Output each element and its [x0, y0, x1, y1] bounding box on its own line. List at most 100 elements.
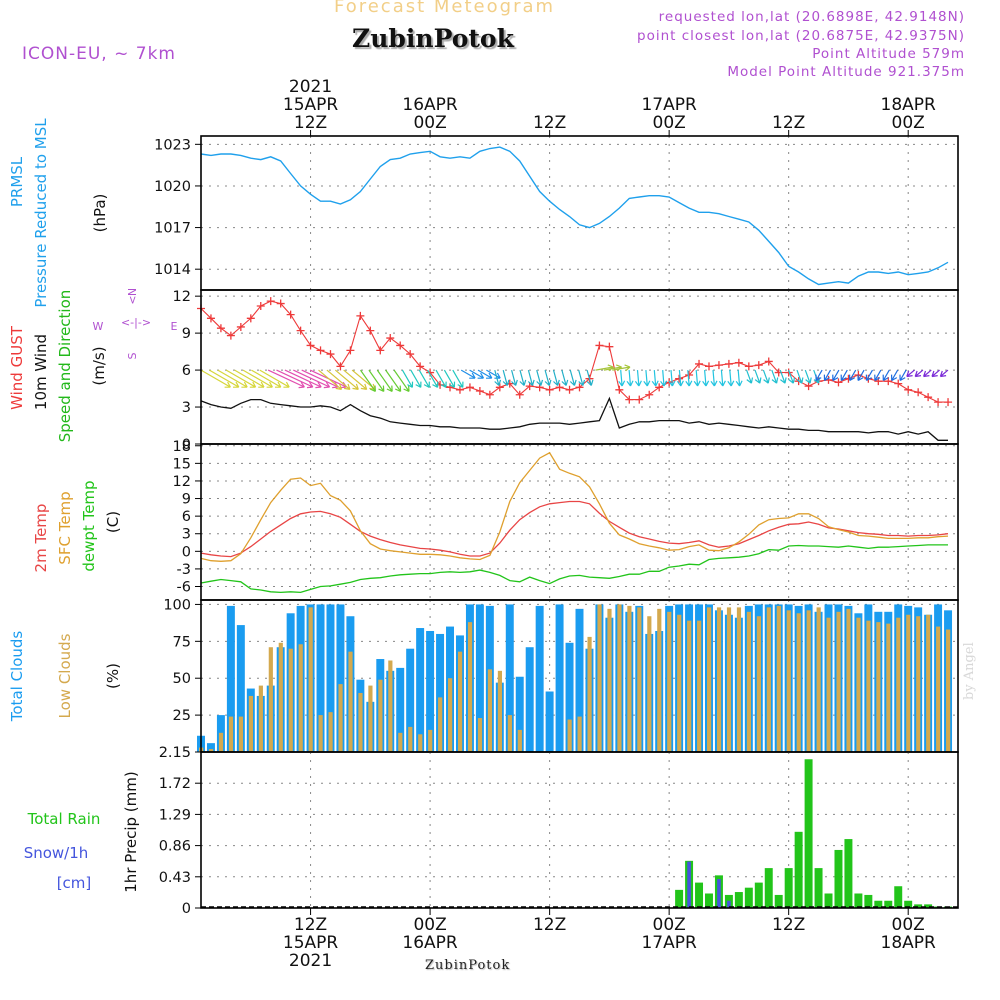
- wind-gust-marker: [784, 368, 793, 377]
- wind-gust-marker: [714, 361, 723, 370]
- temp-sfc-label: SFC Temp: [56, 491, 74, 564]
- low-clouds-bar: [607, 608, 612, 752]
- low-clouds-bar: [517, 729, 522, 752]
- snow-bar: [727, 900, 731, 908]
- top-time-label: 12Z: [772, 113, 805, 133]
- snow-bar: [717, 878, 721, 908]
- low-clouds-bar: [677, 614, 682, 752]
- wind-direction-arrow: [823, 369, 832, 382]
- low-clouds-bar: [936, 626, 941, 752]
- total-clouds-bar: [505, 604, 514, 752]
- total-clouds-label: Total Clouds: [8, 631, 26, 723]
- compass-w: W: [93, 320, 104, 333]
- pressure-line: [200, 146, 949, 286]
- low-clouds-bar: [706, 607, 712, 752]
- low-clouds-bar: [716, 607, 722, 752]
- wind-direction-arrow: [746, 369, 754, 384]
- wind-direction-arrow: [796, 369, 804, 384]
- wind-direction-arrow: [276, 369, 314, 389]
- rain-bar: [695, 882, 704, 908]
- wind-gust-marker: [864, 374, 873, 383]
- temperature-ytick-label: -3: [177, 562, 191, 578]
- compass-n-arrow: <: [126, 295, 139, 304]
- temperature-line-sfc-temp: [200, 451, 949, 562]
- total-clouds-bar: [426, 630, 435, 752]
- wind-gust-marker: [615, 385, 624, 394]
- wind-ytick-label: 3: [182, 400, 191, 416]
- low-clouds-bar: [318, 715, 323, 752]
- wind-direction-arrow: [217, 369, 248, 388]
- wind-direction-arrow: [519, 369, 527, 386]
- wind-direction-arrow: [685, 370, 693, 387]
- wind-direction-arrow: [443, 369, 456, 388]
- compass-e: E: [171, 320, 178, 333]
- low-clouds-bar: [746, 611, 752, 752]
- wind-direction-arrow: [660, 370, 668, 387]
- low-clouds-bar: [477, 718, 483, 752]
- wind-direction-arrow: [385, 369, 402, 392]
- wind-gust-marker: [296, 326, 305, 335]
- wind-direction-arrow: [865, 369, 874, 382]
- wind-gust-marker: [495, 383, 504, 392]
- low-clouds-bar: [467, 622, 473, 752]
- low-clouds-bar: [448, 678, 453, 752]
- low-clouds-bar: [856, 617, 861, 752]
- top-date-label: 18APR: [881, 95, 937, 115]
- wind-direction-arrow: [693, 370, 701, 387]
- low-clouds-bar: [278, 642, 283, 752]
- precipitation-ytick-label: 1.29: [159, 807, 191, 823]
- wind-gust-marker: [645, 390, 654, 399]
- low-clouds-bar: [926, 614, 931, 752]
- rain-bar: [924, 904, 933, 908]
- wind-direction-arrow: [771, 369, 779, 384]
- low-clouds-label: Low Clouds: [56, 633, 74, 718]
- total-clouds-bar: [396, 667, 405, 752]
- wind-gust-marker: [635, 395, 644, 404]
- temperature-frame: [200, 443, 959, 601]
- bottom-time-label: 00Z: [653, 915, 686, 935]
- total-clouds-bar: [555, 604, 564, 752]
- low-clouds-bar: [457, 651, 463, 752]
- low-clouds-bar: [487, 669, 493, 752]
- wind-direction-arrow: [376, 369, 393, 392]
- low-clouds-bar: [338, 684, 343, 752]
- wind-gust-marker: [326, 350, 335, 359]
- top-time-label: 12Z: [533, 113, 566, 133]
- wind-gust-marker: [754, 361, 763, 370]
- rain-bar: [734, 892, 743, 908]
- wind-gust-marker: [276, 299, 285, 308]
- temperature-line-dewpt-temp: [200, 544, 948, 594]
- temp-unit-label: (C): [104, 511, 122, 533]
- wind-direction-arrow: [393, 369, 410, 392]
- low-clouds-bar: [428, 729, 433, 752]
- wind-gust-marker: [316, 346, 325, 355]
- low-clouds-bar: [218, 732, 224, 752]
- wind-gust-marker: [515, 390, 524, 399]
- clouds-unit-label: (%): [104, 663, 122, 689]
- low-clouds-bar: [836, 611, 841, 752]
- wind-gust-marker: [256, 302, 265, 311]
- wind-10m-label: 10m Wind: [32, 334, 50, 410]
- wind-grid: [195, 290, 958, 445]
- wind-gust-marker: [575, 383, 584, 392]
- low-clouds-bar: [507, 715, 512, 752]
- total-clouds-bar: [336, 604, 345, 752]
- top-date-label: 16APR: [402, 95, 458, 115]
- wind-direction-arrow: [891, 369, 899, 382]
- pressure-unit-label: (hPa): [91, 194, 109, 233]
- temperature-ytick-label: 9: [182, 492, 191, 508]
- wind-direction-arrow: [418, 369, 430, 388]
- rain-bar: [904, 900, 913, 908]
- wind-direction-arrow: [914, 369, 924, 378]
- rain-bar: [784, 868, 793, 908]
- wind-gust-marker: [366, 326, 375, 335]
- wind-gust-marker: [804, 382, 813, 391]
- total-clouds-bar: [535, 605, 544, 752]
- wind-gust-marker: [416, 362, 425, 371]
- rain-bar: [864, 894, 873, 908]
- wind-gust-marker: [605, 342, 614, 351]
- low-clouds-bar: [697, 620, 702, 752]
- wind-direction-arrow: [788, 369, 796, 384]
- snow-unit-label: [cm]: [57, 874, 92, 892]
